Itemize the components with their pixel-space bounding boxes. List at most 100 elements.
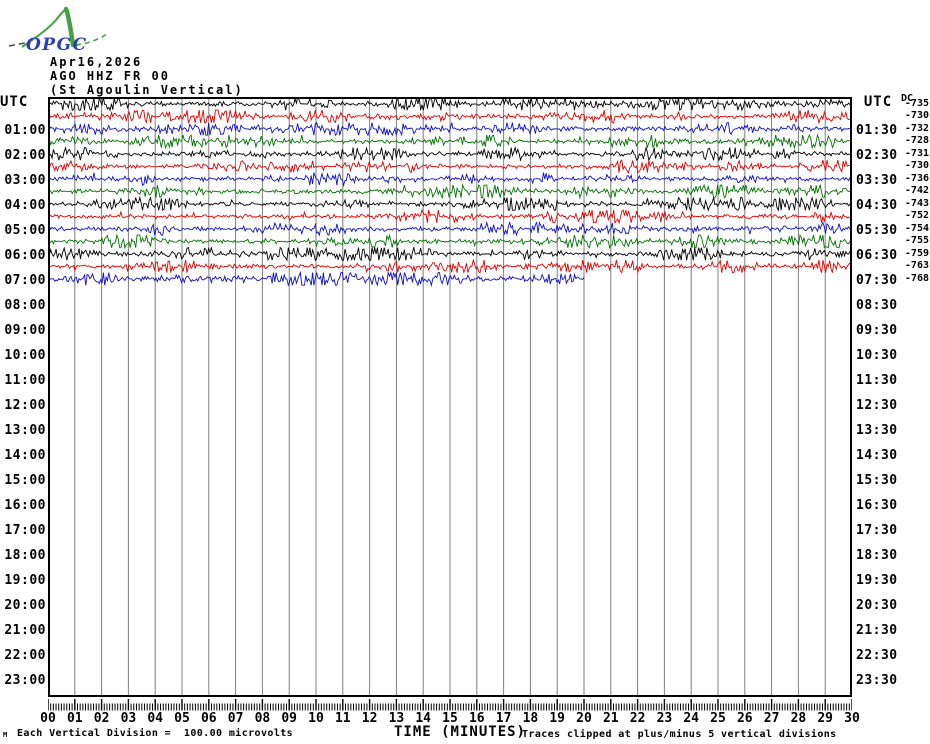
x-tick-label: 28 — [790, 711, 807, 726]
left-time-label: 03:00 — [4, 172, 46, 188]
trace-row-0600 — [48, 245, 852, 262]
right-time-label: 10:30 — [856, 347, 898, 363]
left-time-label: 11:00 — [4, 372, 46, 388]
left-time-label: 04:00 — [4, 197, 46, 213]
dc-value: -732 — [904, 122, 929, 134]
right-time-label: 06:30 — [856, 247, 898, 263]
right-time-label: 18:30 — [856, 547, 898, 563]
left-time-label: 16:00 — [4, 497, 46, 513]
trace-row-0500 — [48, 220, 852, 237]
x-tick-label: 23 — [656, 711, 673, 726]
left-time-label: 06:00 — [4, 247, 46, 263]
left-time-label: 20:00 — [4, 597, 46, 613]
dc-value: -736 — [904, 172, 929, 184]
left-time-label: 05:00 — [4, 222, 46, 238]
right-time-label: 01:30 — [856, 122, 898, 138]
x-tick-label: 25 — [710, 711, 726, 726]
x-tick-label: 10 — [308, 711, 324, 726]
x-tick-label: 17 — [495, 711, 512, 726]
dc-value: -742 — [904, 185, 929, 196]
right-utc-header: UTC — [863, 94, 893, 110]
dc-value: -730 — [904, 160, 929, 171]
logo-left-dashes — [8, 41, 31, 47]
dc-column-header: DC — [901, 93, 914, 104]
trace-row-0200 — [48, 145, 852, 162]
logo-mountain-rise — [21, 8, 67, 48]
header-date: Apr16,2026 — [50, 55, 143, 69]
x-tick-label: 15 — [442, 711, 458, 726]
x-tick-label: 05 — [174, 711, 190, 726]
seismogram-plot-area — [48, 97, 852, 713]
right-time-label: 09:30 — [856, 322, 898, 338]
left-time-label: 19:00 — [4, 572, 46, 588]
x-tick-label: 21 — [602, 711, 619, 726]
logo-right-dashes — [75, 33, 108, 46]
dc-value: -763 — [904, 260, 929, 271]
trace-row-0100 — [48, 121, 852, 137]
x-tick-label: 18 — [522, 711, 539, 726]
right-time-label: 23:30 — [856, 672, 898, 688]
left-time-label: 18:00 — [4, 547, 46, 563]
right-time-label: 21:30 — [856, 622, 898, 638]
dc-value: -743 — [904, 197, 929, 209]
plot-border — [48, 97, 852, 697]
x-tick-label: 08 — [254, 711, 271, 726]
right-time-label: 02:30 — [856, 147, 898, 163]
right-time-label: 19:30 — [856, 572, 898, 588]
right-time-label: 20:30 — [856, 597, 898, 613]
right-time-label: 16:30 — [856, 497, 898, 513]
right-time-label: 04:30 — [856, 197, 898, 213]
header-channel: AGO HHZ FR 00 — [50, 69, 170, 83]
left-time-label: 07:00 — [4, 272, 46, 288]
footer-mark: M — [3, 731, 8, 739]
x-tick-label: 27 — [763, 711, 780, 726]
dc-value: -759 — [904, 247, 929, 259]
left-time-label: 10:00 — [4, 347, 46, 363]
minute-tick-ruler — [48, 699, 852, 711]
trace-row-0700 — [48, 270, 585, 287]
right-time-label: 11:30 — [856, 372, 898, 388]
dc-value: -730 — [904, 110, 929, 121]
right-time-label: 14:30 — [856, 447, 898, 463]
minute-gridlines — [74, 98, 826, 696]
logo-text: OPGC — [26, 35, 88, 55]
trace-row-0330 — [48, 183, 852, 200]
x-tick-label: 02 — [93, 711, 110, 726]
x-tick-label: 20 — [576, 711, 592, 726]
x-tick-label: 09 — [281, 711, 298, 726]
right-time-label: 15:30 — [856, 472, 898, 488]
x-tick-label: 12 — [361, 711, 378, 726]
x-tick-label: 26 — [736, 711, 753, 726]
x-tick-label: 13 — [388, 711, 405, 726]
left-time-label: 01:00 — [4, 122, 46, 138]
dc-value: -768 — [904, 272, 929, 284]
x-tick-label: 14 — [415, 711, 432, 726]
right-time-label: 07:30 — [856, 272, 898, 288]
dc-value: -735 — [904, 97, 929, 109]
left-time-label: 14:00 — [4, 447, 46, 463]
clipping-note: Traces clipped at plus/minus 5 vertical … — [522, 729, 837, 740]
x-tick-label: 11 — [334, 711, 351, 726]
x-tick-label: 22 — [629, 711, 646, 726]
right-time-label: 13:30 — [856, 422, 898, 438]
dc-value: -752 — [904, 210, 929, 221]
trace-row-0230 — [48, 159, 852, 174]
seismic-traces — [48, 97, 852, 287]
x-tick-label: 01 — [66, 711, 83, 726]
right-time-label: 08:30 — [856, 297, 898, 313]
left-time-label: 08:00 — [4, 297, 46, 313]
trace-row-0130 — [48, 133, 852, 150]
trace-row-0300 — [48, 171, 852, 187]
right-time-label: 17:30 — [856, 522, 898, 538]
x-tick-label: 06 — [200, 711, 217, 726]
x-tick-label: 04 — [147, 711, 164, 726]
trace-row-0630 — [48, 258, 852, 274]
trace-row-0430 — [48, 208, 852, 225]
dc-value: -731 — [904, 147, 929, 159]
trace-row-0530 — [48, 233, 852, 250]
right-time-label: 22:30 — [856, 647, 898, 663]
left-time-label: 12:00 — [4, 397, 46, 413]
x-tick-label: 00 — [40, 711, 56, 726]
x-tick-label: 16 — [468, 711, 485, 726]
